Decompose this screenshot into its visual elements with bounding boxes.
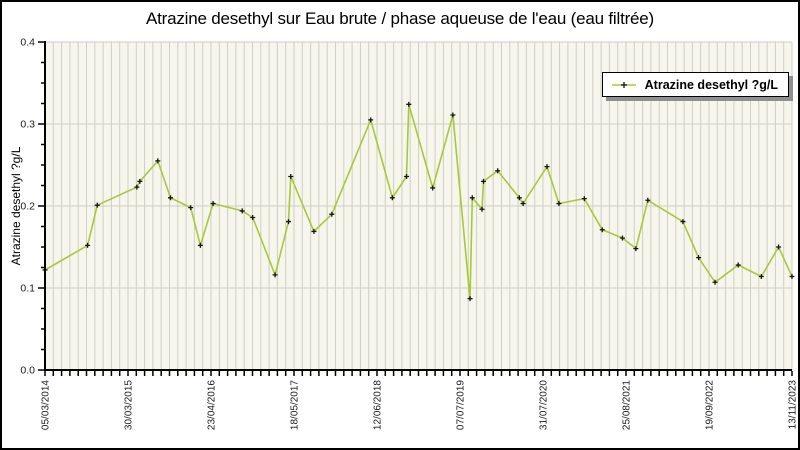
legend-series-label: Atrazine desethyl ?g/L: [644, 77, 778, 92]
y-tick-label: 0.1: [20, 283, 35, 295]
data-point-marker: [495, 168, 501, 174]
data-point-marker: [556, 201, 562, 207]
x-tick-label: 30/03/2015: [124, 380, 135, 430]
data-point-marker: [210, 201, 216, 207]
data-point-marker: [619, 235, 625, 241]
data-point-marker: [406, 101, 412, 107]
legend: Atrazine desethyl ?g/L: [601, 72, 789, 97]
data-point-marker: [155, 158, 161, 164]
data-point-marker: [311, 228, 317, 234]
x-tick-label: 12/06/2018: [373, 380, 384, 430]
x-tick-label: 19/09/2022: [705, 380, 716, 430]
data-point-marker: [85, 242, 91, 248]
data-point-marker: [94, 202, 100, 208]
data-point-marker: [544, 164, 550, 170]
data-point-marker: [789, 274, 795, 280]
data-point-marker: [368, 117, 374, 123]
data-point-marker: [712, 279, 718, 285]
data-point-marker: [633, 246, 639, 252]
data-point-marker: [776, 244, 782, 250]
x-tick-label: 07/07/2019: [456, 380, 467, 430]
data-point-marker: [272, 272, 278, 278]
series-marker-icon: [611, 81, 636, 88]
chart-title: Atrazine desethyl sur Eau brute / phase …: [145, 9, 655, 28]
data-point-marker: [520, 201, 526, 207]
data-point-marker: [430, 185, 436, 191]
data-point-marker: [680, 219, 686, 225]
y-tick-label: 0.3: [20, 119, 35, 131]
data-point-marker: [137, 178, 143, 184]
data-point-marker: [197, 242, 203, 248]
data-point-marker: [450, 112, 456, 118]
data-point-marker: [581, 196, 587, 202]
x-tick-label: 18/05/2017: [290, 380, 301, 430]
data-point-marker: [288, 173, 294, 179]
data-point-marker: [167, 195, 173, 201]
data-point-marker: [389, 195, 395, 201]
x-tick-label: 31/07/2020: [539, 380, 550, 430]
data-point-marker: [735, 262, 741, 268]
x-tick-label: 23/04/2016: [207, 380, 218, 430]
data-point-marker: [467, 296, 473, 302]
data-point-marker: [696, 255, 702, 261]
data-point-marker: [645, 197, 651, 203]
data-point-marker: [239, 208, 245, 214]
x-tick-label: 13/11/2023: [788, 380, 799, 430]
x-tick-label: 05/03/2014: [41, 380, 52, 430]
data-point-marker: [516, 195, 522, 201]
data-point-marker: [599, 227, 605, 233]
data-point-marker: [480, 178, 486, 184]
y-tick-label: 0.4: [20, 37, 35, 49]
y-tick-label: 0.0: [20, 365, 35, 377]
data-point-marker: [758, 274, 764, 280]
data-point-marker: [469, 195, 475, 201]
data-point-marker: [329, 211, 335, 217]
series-line: [44, 103, 793, 300]
data-point-marker: [250, 214, 256, 220]
data-point-marker: [404, 173, 410, 179]
data-point-marker: [134, 184, 140, 190]
x-tick-label: 25/08/2021: [622, 380, 633, 430]
data-point-marker: [286, 219, 292, 225]
y-tick-label: 0.2: [20, 201, 35, 213]
data-point-marker: [479, 206, 485, 212]
data-point-marker: [188, 205, 194, 211]
